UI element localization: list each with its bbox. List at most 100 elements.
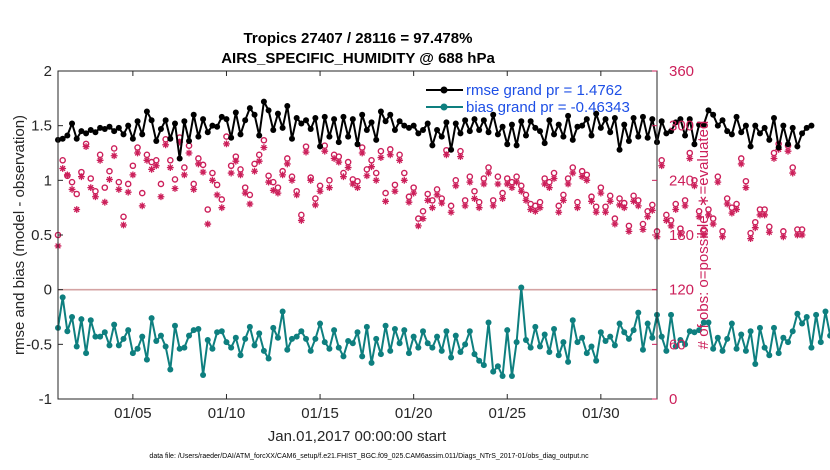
obs-possible-point: [766, 223, 773, 231]
obs-evaluated-point: [466, 178, 474, 186]
rmse-point: [256, 132, 263, 139]
rmse-point: [452, 120, 459, 127]
rmse-point: [354, 141, 361, 148]
obs-evaluated-point: [536, 204, 544, 212]
right-tick-label: 360: [669, 63, 694, 80]
bias-point: [424, 340, 431, 347]
rmse-point: [780, 122, 787, 129]
obs-possible-point: [363, 166, 371, 173]
obs-possible-point: [555, 202, 563, 210]
rmse-point: [611, 115, 618, 122]
rmse-point: [293, 115, 300, 122]
legend-rmse-label: rmse grand pr = 1.4762: [466, 82, 622, 99]
rmse-point: [237, 131, 244, 138]
rmse-point: [218, 113, 225, 120]
bias-point: [733, 345, 740, 352]
obs-possible-point: [733, 200, 740, 208]
legend-bias-marker: [440, 103, 448, 111]
rmse-point: [756, 130, 763, 137]
bias-point: [377, 351, 384, 358]
bias-point: [106, 342, 113, 349]
obs-evaluated-point: [96, 156, 104, 164]
bias-point: [597, 329, 604, 336]
bias-point: [555, 352, 562, 359]
rmse-point: [579, 122, 586, 129]
obs-evaluated-point: [625, 227, 633, 235]
obs-possible-point: [265, 172, 272, 180]
obs-evaluated-point: [672, 206, 680, 213]
bias-point: [214, 329, 221, 336]
obs-evaluated-point: [344, 164, 352, 171]
left-tick-label: -1: [39, 391, 52, 408]
bias-point: [410, 333, 417, 340]
obs-evaluated-point: [190, 186, 198, 193]
right-tick-label: 180: [669, 227, 694, 244]
rmse-point: [522, 132, 529, 139]
obs-evaluated-point: [751, 224, 759, 232]
bias-point: [331, 327, 338, 334]
obs-evaluated-point: [541, 180, 549, 188]
obs-evaluated-point: [798, 231, 806, 239]
rmse-point: [569, 136, 576, 143]
bias-point: [714, 334, 721, 341]
obs-possible-point: [87, 175, 95, 182]
obs-possible-point: [255, 151, 263, 159]
obs-evaluated-point: [138, 202, 146, 210]
bias-point: [143, 356, 150, 363]
legend-bias-label: bias grand pr = -0.46343: [466, 99, 630, 116]
obs-evaluated-point: [555, 208, 563, 216]
obs-evaluated-point: [115, 186, 123, 193]
obs-evaluated-point: [232, 157, 240, 165]
obs-evaluated-point: [166, 164, 174, 171]
rmse-point: [181, 118, 188, 125]
obs-possible-point: [167, 156, 174, 164]
rmse-point: [747, 143, 754, 150]
rmse-point: [583, 116, 590, 123]
bias-point: [527, 344, 534, 351]
obs-evaluated-point: [597, 189, 605, 197]
bias-point: [368, 359, 375, 366]
rmse-point: [789, 124, 796, 131]
obs-evaluated-point: [185, 149, 193, 157]
rmse-point: [387, 111, 394, 118]
bias-point: [335, 344, 342, 351]
rmse-point: [288, 135, 295, 142]
bias-point: [635, 309, 642, 316]
obs-evaluated-point: [372, 176, 380, 184]
obs-possible-point: [106, 167, 113, 175]
rmse-point: [405, 124, 412, 131]
bias-point: [700, 319, 707, 326]
left-tick-label: 1.5: [31, 118, 52, 135]
bias-point: [462, 341, 469, 348]
rmse-point: [794, 143, 801, 150]
rmse-point: [443, 119, 450, 126]
rmse-point: [190, 111, 197, 118]
rmse-point: [396, 118, 403, 125]
rmse-point: [462, 117, 469, 124]
bias-point: [630, 327, 637, 334]
chart-title-line2: AIRS_SPECIFIC_HUMIDITY @ 688 hPa: [221, 50, 495, 67]
obs-evaluated-point: [316, 187, 324, 195]
bias-point: [349, 340, 356, 347]
obs-possible-point: [354, 177, 361, 185]
bias-point: [560, 339, 567, 346]
bias-point: [429, 344, 436, 351]
obs-possible-point: [199, 161, 207, 169]
bias-point: [209, 345, 216, 352]
obs-evaluated-point: [106, 176, 113, 183]
obs-evaluated-point: [522, 196, 530, 204]
bias-point: [602, 338, 609, 345]
bias-point: [513, 339, 520, 346]
rmse-point: [752, 122, 759, 129]
bias-point: [565, 358, 572, 365]
obs-evaluated-point: [180, 171, 188, 179]
obs-possible-point: [115, 178, 123, 186]
bias-point: [59, 294, 66, 301]
x-tick-label: 01/30: [582, 405, 620, 422]
obs-possible-point: [471, 187, 478, 195]
bias-point: [284, 346, 291, 353]
obs-evaluated-point: [227, 169, 235, 177]
obs-evaluated-point: [274, 189, 282, 197]
rmse-point: [373, 136, 380, 143]
obs-evaluated-point: [405, 198, 413, 206]
